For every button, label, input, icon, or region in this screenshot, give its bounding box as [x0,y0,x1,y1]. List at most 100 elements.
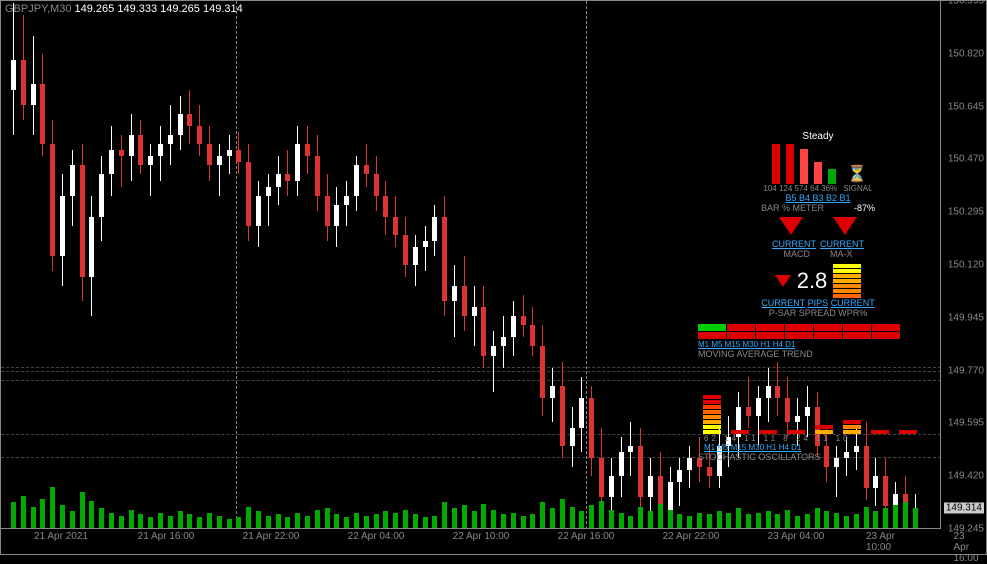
bar-meter-nums: 104 124 574 64 36%SIGNAL [698,184,938,193]
y-tick-label: 149.770 [948,365,984,376]
volume-bar [187,514,192,529]
bar-meter-bars: ⏳ [698,144,938,184]
volume-bar [589,505,594,529]
bar-meter-labels: B5 B4 B3 B2 B1 [698,193,938,203]
period-separator [236,1,237,529]
volume-bar [31,507,36,530]
volume-bar [246,507,251,530]
volume-bar [364,516,369,530]
volume-bar [668,510,673,530]
x-tick-label: 22 Apr 04:00 [348,531,405,542]
y-tick-label: 149.595 [948,418,984,429]
volume-bar [393,513,398,530]
volume-bar [70,511,75,529]
ma-trend-grid: M1 M5 M15 M30 H1 H4 D1MOVING AVERAGE TRE… [698,324,938,359]
bar-meter-title: BAR % METER-87% [698,203,938,213]
arrow-row [698,217,938,237]
volume-bar [432,516,437,530]
y-tick-label: 150.120 [948,260,984,271]
x-tick-label: 21 Apr 22:00 [243,531,300,542]
volume-bar [638,507,643,530]
volume-bar [462,505,467,529]
volume-bar [217,516,222,530]
volume-bar [40,499,45,529]
pips-arrow-icon [775,275,791,287]
volume-bar [570,507,575,530]
period-separator [586,1,587,529]
volume-bar [305,516,310,530]
volume-bar [413,514,418,529]
volume-bar [550,508,555,529]
pips-row: 2.8 [698,263,938,298]
volume-bar [530,514,535,529]
volume-bar [628,516,633,530]
volume-bar [129,510,134,530]
x-tick-label: 22 Apr 10:00 [453,531,510,542]
steady-label: Steady [698,131,938,142]
volume-bar [501,514,506,529]
volume-bar [354,513,359,530]
volume-bar [579,511,584,529]
hourglass-icon: ⏳ [847,166,867,183]
volume-bar [609,510,614,530]
ohlc-values: 149.265 149.333 149.265 149.314 [75,3,243,15]
volume-bar [266,516,271,530]
volume-bar [21,496,26,529]
volume-bar [687,516,692,530]
volume-bar [334,514,339,529]
volume-bar [158,513,163,530]
x-tick-label: 21 Apr 2021 [34,531,88,542]
y-axis: 150.995150.820150.645150.470150.295150.1… [940,1,986,529]
volume-bar [315,510,320,530]
volume-bar [472,511,477,529]
indicator-panel: Steady ⏳104 124 574 64 36%SIGNALB5 B4 B3 … [698,131,938,526]
stoch-title: STOCHASTIC OSCILLATORS [698,452,938,462]
volume-bar [442,502,447,529]
macd-max-labels: CURRENTCURRENT [698,239,938,249]
x-axis: 21 Apr 2021 21 Apr 16:00 21 Apr 22:00 22 Ap… [1,528,941,554]
y-tick-label: 149.945 [948,312,984,323]
x-tick-label: 22 Apr 22:00 [663,531,720,542]
volume-bar [178,511,183,529]
volume-bar [11,502,16,529]
volume-bar [119,516,124,530]
stoch-bars [698,394,938,434]
volume-bar [521,516,526,530]
stoch-values: 62 14 11 11 8 24 11 10 [704,434,938,443]
volume-bar [50,487,55,529]
volume-bar [89,501,94,530]
volume-bar [80,492,85,530]
volume-bar [403,510,408,530]
x-tick-label: 21 Apr 16:00 [138,531,195,542]
volume-bar [452,508,457,529]
volume-bar [383,511,388,529]
x-tick-label: 23 Apr 16:00 [953,531,978,564]
y-tick-label: 150.470 [948,154,984,165]
wpr-gradient-icon [833,263,861,298]
volume-bar [560,499,565,529]
stoch-tfs: M1 M5 M15 M30 H1 H4 D1 [704,443,938,452]
volume-bar [481,504,486,530]
y-tick-label: 150.295 [948,207,984,218]
volume-bar [109,513,114,530]
chart-title: GBPJPY,M30 149.265 149.333 149.265 149.3… [5,3,243,15]
pips-value: 2.8 [797,268,828,294]
x-tick-label: 22 Apr 16:00 [558,531,615,542]
volume-bar [256,511,261,529]
volume-bar [511,513,516,530]
volume-bar [99,508,104,529]
volume-bar [295,513,300,530]
chart-window[interactable]: GBPJPY,M30 149.265 149.333 149.265 149.3… [0,0,987,555]
volume-bar [207,513,212,530]
volume-bar [658,504,663,530]
volume-bar [619,513,624,530]
volume-bar [374,514,379,529]
volume-bar [648,511,653,529]
volume-bar [168,516,173,530]
volume-bar [599,501,604,530]
volume-bar [677,514,682,529]
y-tick-label: 150.995 [948,0,984,7]
volume-bar [540,502,545,529]
volume-bar [276,514,281,529]
volume-bar [138,514,143,529]
